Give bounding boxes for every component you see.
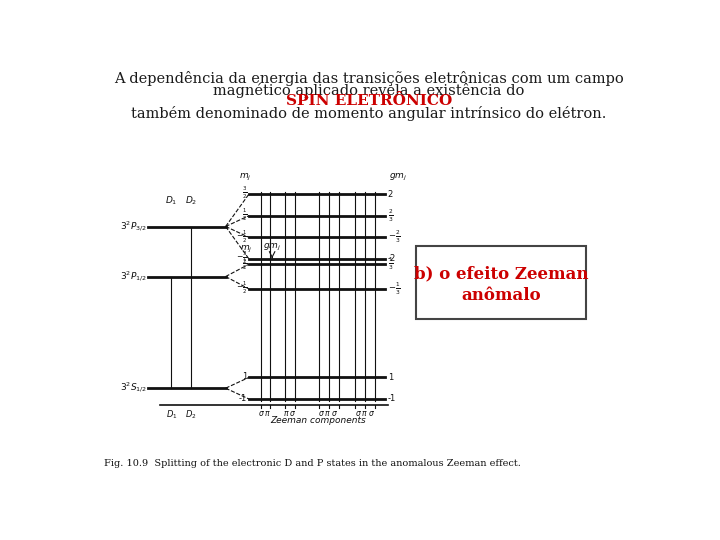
Text: 1: 1 [387,373,393,382]
Text: $\sigma\;\pi\;\sigma$: $\sigma\;\pi\;\sigma$ [355,409,375,418]
Text: b) o efeito Zeeman: b) o efeito Zeeman [413,265,588,282]
Text: $3^2S_{1/2}$: $3^2S_{1/2}$ [120,381,147,395]
Text: $D_2$: $D_2$ [185,409,197,422]
Text: Fig. 10.9  Splitting of the electronic D and P states in the anomalous Zeeman ef: Fig. 10.9 Splitting of the electronic D … [104,459,521,468]
Text: SPIN ELETRÔNICO: SPIN ELETRÔNICO [286,94,452,108]
Text: anômalo: anômalo [461,287,541,304]
Text: $\sigma\;\pi\;\sigma$: $\sigma\;\pi\;\sigma$ [318,409,339,418]
Text: $D_1$: $D_1$ [165,195,178,207]
Text: $D_1$: $D_1$ [166,409,177,422]
Text: $gm_j$: $gm_j$ [263,242,282,253]
Text: $3^2P_{1/2}$: $3^2P_{1/2}$ [120,269,147,284]
Text: $\pi\;\sigma$: $\pi\;\sigma$ [283,409,297,418]
Text: $D_2$: $D_2$ [184,195,197,207]
Text: $3^2P_{3/2}$: $3^2P_{3/2}$ [120,219,147,234]
Text: $\frac{2}{3}$: $\frac{2}{3}$ [387,207,393,224]
Text: -1: -1 [239,394,248,403]
Text: magnético aplicado revela a existência do: magnético aplicado revela a existência d… [213,83,525,98]
Text: $-\frac{3}{2}$: $-\frac{3}{2}$ [235,250,248,266]
Text: $\frac{3}{2}$: $\frac{3}{2}$ [242,185,248,201]
Text: 2: 2 [387,190,393,199]
Text: $\sigma\;\pi$: $\sigma\;\pi$ [258,409,272,418]
Text: $-\frac{1}{2}$: $-\frac{1}{2}$ [235,280,248,296]
Text: -2: -2 [387,254,396,264]
Text: $\frac{1}{2}$: $\frac{1}{2}$ [242,207,248,223]
Text: $-\frac{2}{3}$: $-\frac{2}{3}$ [387,229,400,246]
Text: -1: -1 [387,395,396,403]
Text: 1: 1 [242,372,248,381]
Text: $gm_j$: $gm_j$ [390,172,408,184]
Bar [415,246,586,319]
Text: Zeeman components: Zeeman components [270,416,366,425]
Text: $m_j$: $m_j$ [240,244,253,255]
Text: $-\frac{1}{3}$: $-\frac{1}{3}$ [387,281,400,297]
Text: $-\frac{1}{2}$: $-\frac{1}{2}$ [235,228,248,245]
Text: A dependência da energia das transições eletrônicas com um campo: A dependência da energia das transições … [114,71,624,86]
Text: $\frac{1}{2}$: $\frac{1}{2}$ [242,255,248,272]
Text: $m_j$: $m_j$ [239,172,251,184]
Text: $\frac{1}{3}$: $\frac{1}{3}$ [387,256,393,273]
Text: também denominado de momento angular intrínsico do elétron.: também denominado de momento angular int… [131,106,607,120]
